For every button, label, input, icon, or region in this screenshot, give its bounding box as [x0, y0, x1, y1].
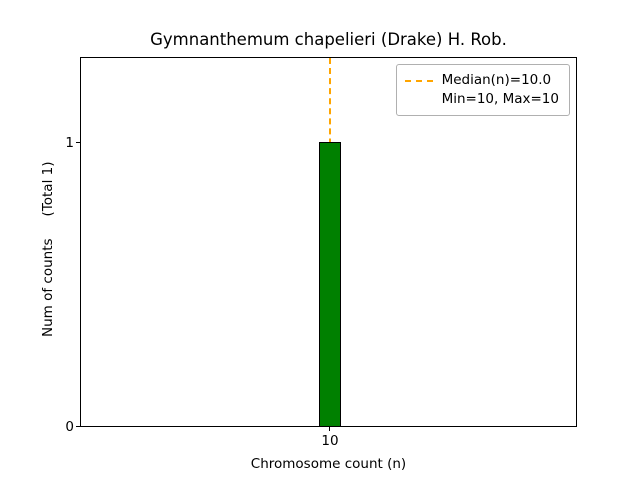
chart-title: Gymnanthemum chapelieri (Drake) H. Rob.	[150, 30, 507, 49]
legend-minmax-label: Min=10, Max=10	[441, 91, 559, 107]
y-axis-label: Num of counts (Total 1)	[40, 162, 56, 337]
legend: Median(n)=10.0 Min=10, Max=10	[395, 64, 570, 116]
legend-row-minmax: Min=10, Max=10	[405, 90, 559, 109]
y-tick-mark-1	[76, 142, 80, 143]
plot-area: Median(n)=10.0 Min=10, Max=10	[80, 57, 577, 427]
x-axis-label: Chromosome count (n)	[250, 456, 407, 472]
y-axis-label-total: (Total 1)	[40, 161, 56, 217]
y-axis-label-main: Num of counts	[40, 238, 56, 337]
x-tick-label-10: 10	[321, 433, 339, 449]
median-line-swatch-icon	[404, 79, 433, 82]
y-tick-mark-0	[76, 426, 80, 427]
y-tick-label-1: 1	[65, 135, 74, 151]
x-tick-mark-10	[329, 427, 330, 431]
legend-row-median: Median(n)=10.0	[404, 71, 559, 90]
legend-median-label: Median(n)=10.0	[441, 72, 552, 88]
legend-spacer	[405, 99, 433, 101]
y-tick-label-0: 0	[65, 419, 74, 435]
bar-chromosome-10	[319, 142, 341, 426]
